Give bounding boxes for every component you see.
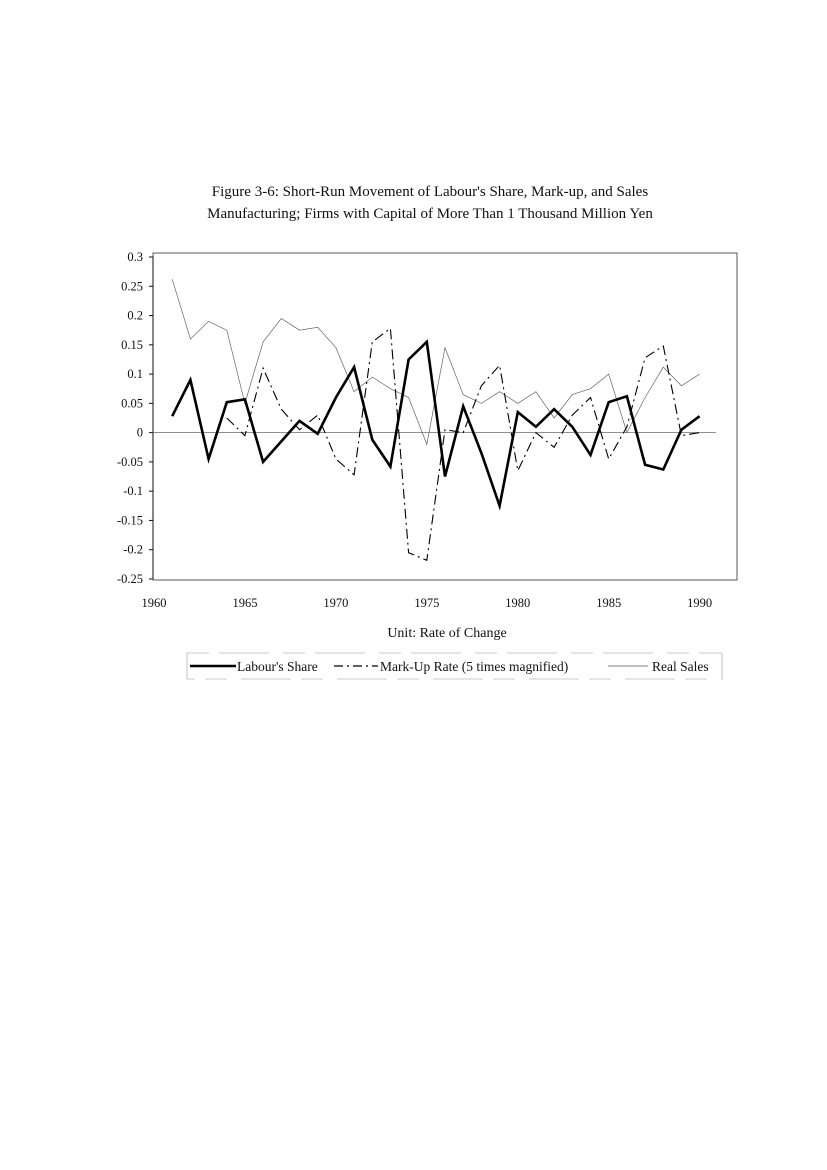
y-tick-label: -0.25 xyxy=(117,572,143,586)
x-tick-label: 1965 xyxy=(232,596,257,610)
chart-subtitle: Manufacturing; Firms with Capital of Mor… xyxy=(207,206,653,222)
series-line-real-sales xyxy=(171,279,700,446)
x-tick-label: 1990 xyxy=(687,596,712,610)
y-tick-label: 0.2 xyxy=(127,309,143,323)
x-tick-label: 1975 xyxy=(414,596,439,610)
y-tick-label: 0.15 xyxy=(121,338,143,352)
y-tick-label: -0.2 xyxy=(123,543,143,557)
x-tick-label: 1985 xyxy=(596,596,621,610)
y-tick-label: -0.15 xyxy=(117,513,143,527)
y-tick-label: 0.25 xyxy=(121,279,143,293)
plot-frame xyxy=(152,252,738,581)
y-tick-label: -0.05 xyxy=(117,455,143,469)
x-tick-label: 1980 xyxy=(505,596,530,610)
legend-label-mark-up: Mark-Up Rate (5 times magnified) xyxy=(380,659,568,674)
series-line-labour-s-share xyxy=(171,339,701,511)
x-axis-label: Unit: Rate of Change xyxy=(387,626,506,641)
chart-title: Figure 3-6: Short-Run Movement of Labour… xyxy=(211,184,649,200)
legend: Labour's Share Mark-Up Rate (5 times mag… xyxy=(186,652,723,680)
y-tick-label: 0.3 xyxy=(127,250,143,264)
legend-label-real-sales: Real Sales xyxy=(652,659,709,674)
legend-label-labours-share: Labour's Share xyxy=(237,659,318,674)
x-tick-label: 1970 xyxy=(323,596,348,610)
y-tick-label: 0.1 xyxy=(127,367,143,381)
x-tick-label: 1960 xyxy=(142,596,167,610)
series-line-mark-up-rate-5-times-magnified xyxy=(226,327,700,562)
y-tick-label: -0.1 xyxy=(123,484,143,498)
legend-frame xyxy=(186,652,723,680)
y-tick-label: 0 xyxy=(137,426,143,440)
y-tick-label: 0.05 xyxy=(121,396,143,410)
